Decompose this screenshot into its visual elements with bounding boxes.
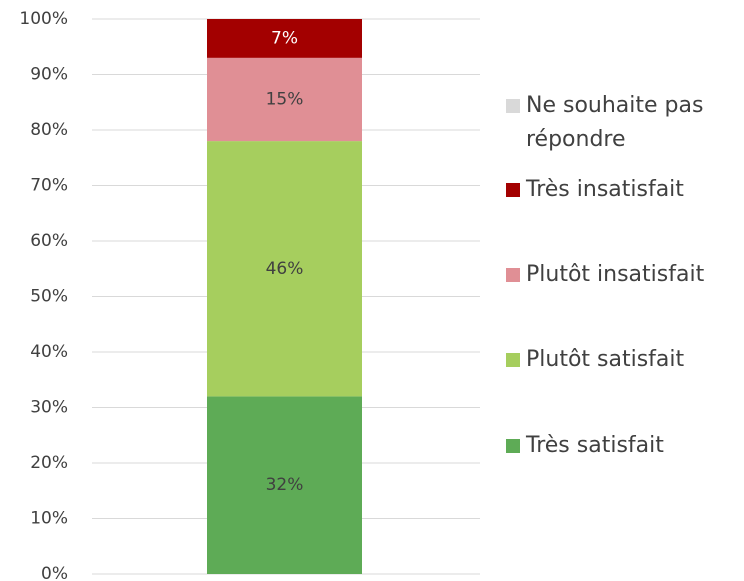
y-tick-label: 20% <box>30 453 68 473</box>
y-tick-label: 60% <box>30 231 68 251</box>
legend-label: Très satisfait <box>526 433 664 458</box>
data-label: 46% <box>266 259 304 279</box>
legend-item: Plutôt satisfait <box>506 343 736 377</box>
legend-swatch <box>506 353 520 367</box>
y-tick-label: 50% <box>30 287 68 307</box>
y-tick-label: 90% <box>30 65 68 85</box>
bar-segment <box>207 19 362 58</box>
legend-swatch <box>506 99 520 113</box>
legend-label: Ne souhaite pas répondre <box>526 93 704 152</box>
y-tick-label: 70% <box>30 176 68 196</box>
legend-swatch <box>506 439 520 453</box>
legend-label: Plutôt insatisfait <box>526 262 705 287</box>
legend-item: Plutôt insatisfait <box>506 258 736 292</box>
y-tick-label: 30% <box>30 398 68 418</box>
legend-label: Plutôt satisfait <box>526 347 685 372</box>
legend-swatch <box>506 268 520 282</box>
data-label: 15% <box>266 89 304 109</box>
y-tick-label: 40% <box>30 342 68 362</box>
y-tick-label: 100% <box>19 9 68 29</box>
data-label: 32% <box>266 475 304 495</box>
legend-label: Très insatisfait <box>526 177 684 202</box>
y-tick-label: 80% <box>30 120 68 140</box>
y-tick-label: 0% <box>41 564 68 581</box>
legend-item: Très satisfait <box>506 429 736 463</box>
data-label: 7% <box>271 28 298 48</box>
bar-segment <box>207 57 362 142</box>
bar-segment <box>207 141 362 397</box>
y-tick-label: 10% <box>30 509 68 529</box>
legend-item: Très insatisfait <box>506 173 736 207</box>
bar-segment <box>207 396 362 574</box>
legend-item: Ne souhaite pas répondre <box>506 89 736 157</box>
legend-swatch <box>506 183 520 197</box>
